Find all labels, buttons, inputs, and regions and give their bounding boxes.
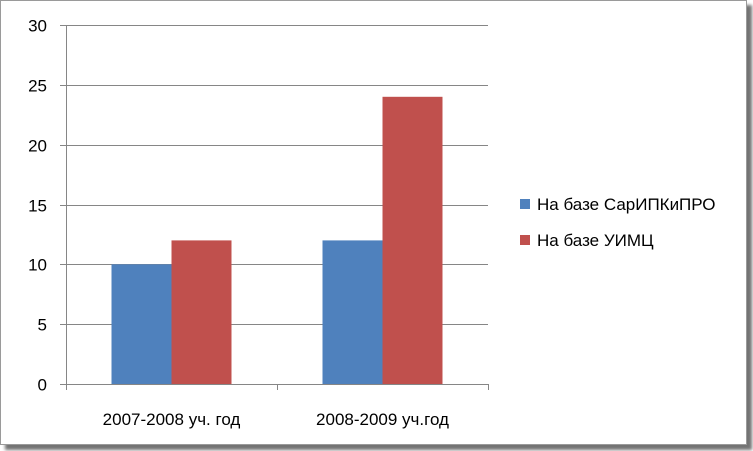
chart-frame: 0 5 10 15 20 25 30 2007-2008 уч. год 2008-2009 у… <box>0 0 747 445</box>
y-tick-label: 0 <box>38 376 47 395</box>
legend-label-1: На базе СарИПКиПРО <box>537 195 715 214</box>
bar-1-1 <box>111 264 172 384</box>
y-tick-label: 25 <box>28 77 47 96</box>
y-tick-label: 15 <box>28 197 47 216</box>
y-tick-label: 10 <box>28 256 47 275</box>
y-tick-label: 30 <box>28 17 47 36</box>
legend: На базе СарИПКиПРО На базе УИМЦ <box>520 195 715 250</box>
bars <box>111 96 443 385</box>
x-category-label: 2007-2008 уч. год <box>103 410 241 429</box>
legend-swatch-2 <box>520 235 530 245</box>
bar-1-2 <box>322 240 383 384</box>
legend-swatch-1 <box>520 199 530 209</box>
y-tick-label: 5 <box>38 316 47 335</box>
axis-labels: 0 5 10 15 20 25 30 2007-2008 уч. год 2008-2009 у… <box>28 17 449 430</box>
bar-2-1 <box>171 240 232 384</box>
x-category-label: 2008-2009 уч.год <box>316 410 449 429</box>
bar-2-2 <box>382 96 443 385</box>
legend-label-2: На базе УИМЦ <box>537 231 654 250</box>
bar-chart: 0 5 10 15 20 25 30 2007-2008 уч. год 2008-2009 у… <box>28 17 715 430</box>
y-tick-label: 20 <box>28 137 47 156</box>
axes <box>60 25 489 390</box>
